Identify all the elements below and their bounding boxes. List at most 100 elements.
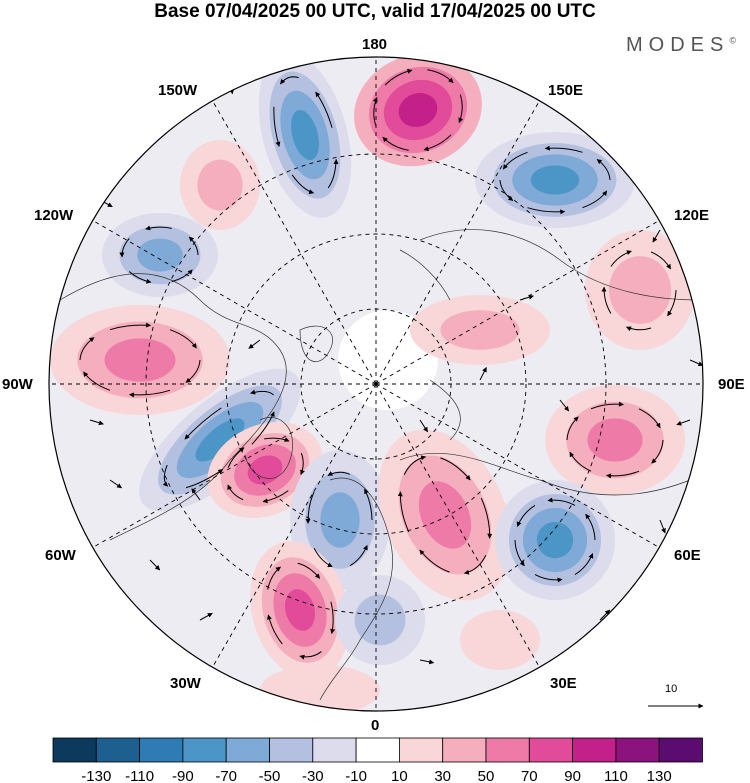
- wind-arrow: [689, 359, 703, 367]
- streamline-arrow: [267, 566, 281, 590]
- colorbar-boxes: [52, 737, 703, 763]
- streamline-arrow: [291, 174, 315, 195]
- streamline-arrow: [185, 468, 224, 489]
- colorbar-tick-label: 10: [391, 768, 408, 783]
- streamline-arrow: [651, 439, 664, 464]
- lon-label-120e: 120E: [674, 207, 710, 224]
- anomaly-contour: [460, 610, 540, 670]
- streamline-arrow: [330, 601, 336, 634]
- colorbar-box: [225, 737, 270, 763]
- colorbar: -130 -110 -90 -70 -50 -30 -10 10 30 50 70 90 110 130: [52, 737, 703, 783]
- streamline-arrow: [527, 207, 566, 215]
- streamline-arrow: [185, 359, 201, 383]
- anomaly-contour: [536, 521, 574, 559]
- anomaly-contour: [418, 481, 472, 549]
- streamline-arrow: [169, 329, 197, 349]
- map-title: Base 07/04/2025 00 UTC, valid 17/04/2025…: [154, 1, 596, 22]
- streamline-arrow: [397, 491, 410, 533]
- streamline-arrow: [569, 451, 592, 472]
- colorbar-tick-label: -10: [345, 768, 367, 783]
- latitude-circle: [145, 153, 607, 615]
- streamline-arrow: [280, 76, 299, 85]
- coastline: [399, 249, 451, 301]
- streamline-arrow: [514, 539, 525, 567]
- graticule: [49, 57, 703, 711]
- colorbar-box: [528, 737, 573, 763]
- streamline-arrow: [638, 408, 661, 429]
- colorbar-tick-label: 30: [434, 768, 451, 783]
- streamline-arrow: [516, 504, 536, 527]
- streamline-arrow: [305, 491, 315, 524]
- colorbar-tick-label: 110: [604, 768, 628, 783]
- meridian: [375, 383, 660, 548]
- streamline-arrow: [300, 452, 305, 476]
- lon-label-120w: 120W: [34, 207, 74, 224]
- colorbar-tick-label: -110: [125, 768, 154, 783]
- streamline-arrow: [162, 464, 169, 487]
- streamline-arrow: [313, 547, 333, 568]
- anomaly-contour: [284, 589, 316, 631]
- streamline-arrow: [299, 651, 322, 660]
- colorbar-ticks: -130 -110 -90 -70 -50 -30 -10 10 30 50 70 90 110 130: [81, 768, 671, 783]
- anomaly-contour: [530, 165, 580, 195]
- wind-arrow: [191, 488, 201, 501]
- streamline-arrow: [264, 437, 290, 442]
- wind-arrow: [659, 519, 666, 534]
- anomaly-shading: [50, 57, 695, 711]
- streamline-arrow: [129, 389, 171, 398]
- streamline-arrow: [327, 158, 339, 189]
- streamline-arrow: [384, 68, 413, 86]
- colorbar-box: [572, 737, 617, 763]
- wind-arrow: [559, 399, 570, 412]
- streamline-arrow: [626, 326, 652, 332]
- streamline-arrow: [458, 94, 464, 123]
- colorbar-box: [182, 737, 227, 763]
- colorbar-box: [615, 737, 660, 763]
- streamline-arrow: [364, 488, 373, 521]
- streamline-arrow: [403, 455, 427, 476]
- wind-arrow: [419, 659, 435, 665]
- colorbar-box: [442, 737, 487, 763]
- streamline-arrow: [534, 574, 563, 583]
- wind-arrow: [479, 367, 487, 381]
- streamline-arrow: [188, 236, 199, 256]
- lon-label-150e: 150E: [548, 82, 584, 99]
- latitude-circle: [225, 233, 527, 535]
- streamline-arrow: [574, 553, 594, 576]
- colorbar-box: [95, 737, 141, 763]
- coastline: [59, 273, 287, 541]
- streamline-arrow: [327, 471, 351, 476]
- wind-arrow: [89, 419, 104, 426]
- polar-map: [48, 56, 704, 712]
- streamline-arrow: [119, 238, 130, 258]
- streamline-arrow: [128, 271, 152, 284]
- lon-label-180: 180: [362, 36, 388, 53]
- wind-arrow: [519, 294, 534, 301]
- wind-arrow: [652, 229, 661, 243]
- lon-label-30w: 30W: [170, 675, 201, 692]
- colorbar-tick-label: -130: [81, 768, 111, 783]
- anomaly-contour: [247, 455, 283, 485]
- anomaly-contour: [195, 418, 245, 462]
- coastline: [419, 229, 701, 301]
- brand-name: MODES: [626, 34, 730, 56]
- colorbar-box: [485, 737, 530, 763]
- streamline-arrow: [427, 69, 454, 84]
- colorbar-tick-label: -50: [259, 768, 281, 783]
- lon-label-90w: 90W: [2, 376, 33, 393]
- anomaly-contour: [260, 665, 380, 711]
- streamline-arrow: [145, 225, 172, 231]
- streamline-arrow: [606, 470, 640, 479]
- streamline-arrow: [250, 389, 274, 396]
- anomaly-contour: [398, 92, 438, 128]
- coastlines: [59, 229, 701, 701]
- colorbar-tick-label: 50: [478, 768, 495, 783]
- brand-logo: MODES©: [626, 34, 736, 57]
- anomaly-contour: [291, 109, 319, 161]
- meridian: [212, 383, 377, 668]
- streamline-arrow: [582, 190, 608, 209]
- streamline-arrow: [423, 134, 452, 152]
- streamline-arrow: [171, 269, 193, 283]
- streamline-arrow: [566, 416, 579, 441]
- wind-arrow: [419, 419, 429, 433]
